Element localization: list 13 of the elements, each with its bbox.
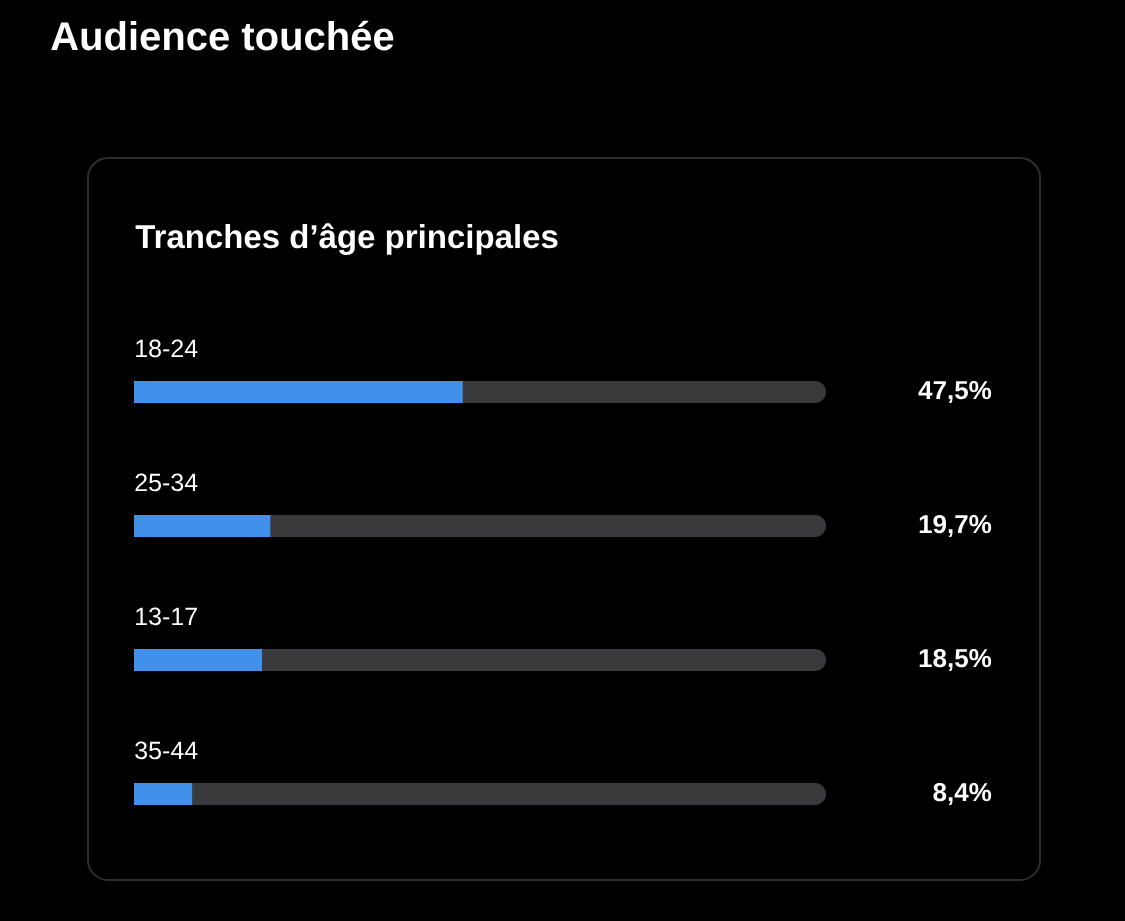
- bar: [134, 782, 193, 805]
- data-label: 18,5%: [919, 648, 992, 672]
- chart-subtitle: Tranches d’âge principales: [135, 223, 558, 255]
- data-label: 19,7%: [919, 514, 992, 538]
- y-tick-label: 13-17: [136, 607, 197, 626]
- bar: [134, 648, 263, 671]
- data-label: 47,5%: [918, 380, 992, 404]
- chart-title: Audience touchée: [51, 20, 394, 51]
- y-tick-label: 25-34: [135, 473, 198, 492]
- bar: [134, 514, 271, 537]
- y-tick-label: 18-24: [136, 339, 198, 358]
- data-label: 8,4%: [933, 782, 992, 806]
- y-tick-label: 35-44: [135, 741, 198, 760]
